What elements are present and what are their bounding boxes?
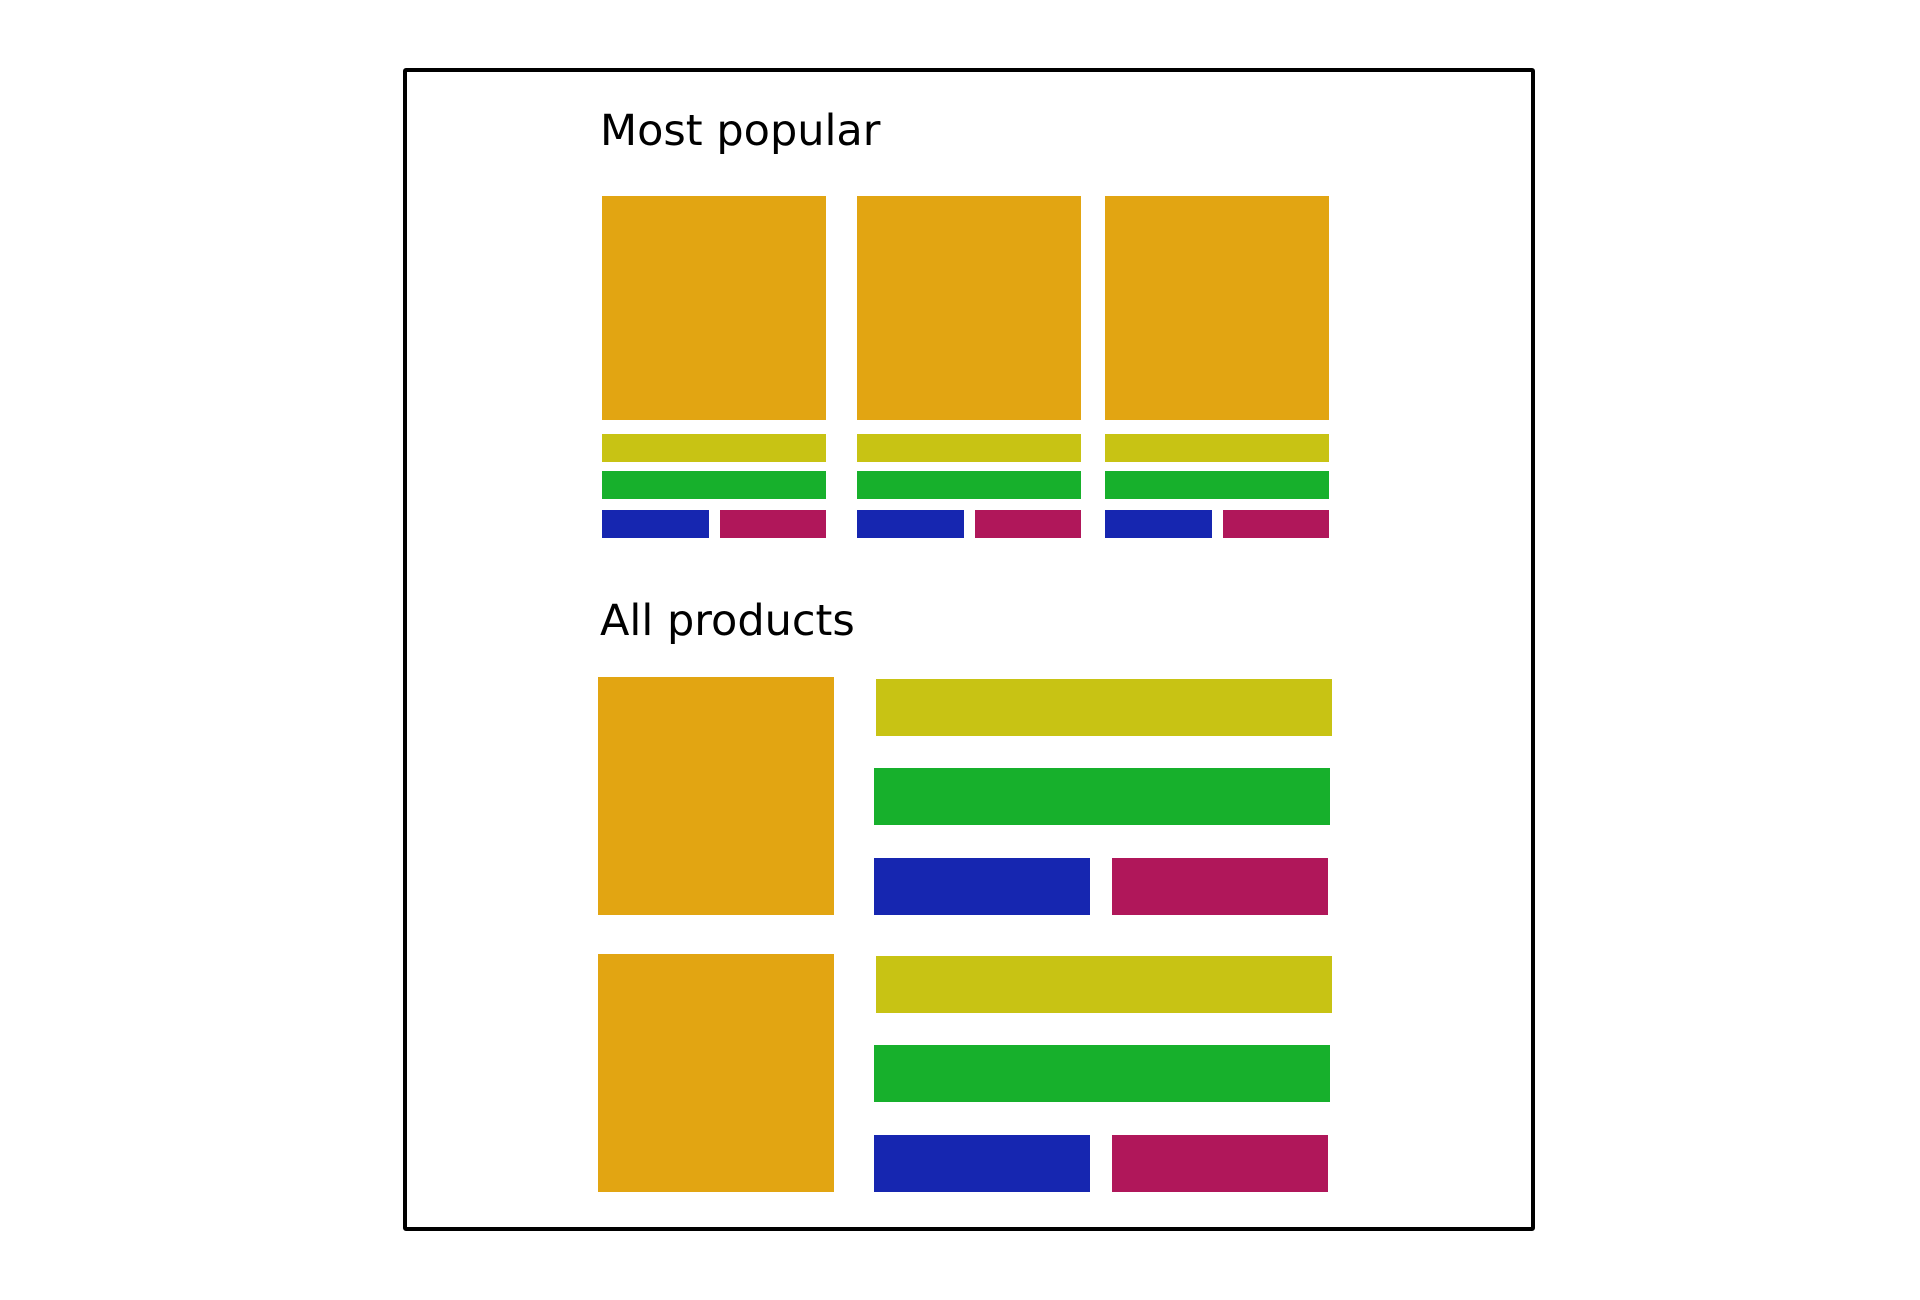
popular-card-3-image[interactable] <box>1105 196 1329 420</box>
popular-card-3-primary-button[interactable] <box>1105 510 1212 538</box>
popular-card-1-title[interactable] <box>602 434 826 462</box>
popular-card-3-title[interactable] <box>1105 434 1329 462</box>
product-row-2-secondary-button[interactable] <box>1112 1135 1328 1192</box>
popular-card-1-secondary-button[interactable] <box>720 510 826 538</box>
product-row-1-primary-button[interactable] <box>874 858 1090 915</box>
product-row-2-image[interactable] <box>598 954 834 1192</box>
product-row-1-secondary-button[interactable] <box>1112 858 1328 915</box>
popular-card-1-image[interactable] <box>602 196 826 420</box>
popular-card-3-price <box>1105 471 1329 499</box>
product-row-2-price <box>874 1045 1330 1102</box>
popular-card-2-image[interactable] <box>857 196 1081 420</box>
popular-card-2-title[interactable] <box>857 434 1081 462</box>
popular-card-2-secondary-button[interactable] <box>975 510 1081 538</box>
product-row-2-title[interactable] <box>876 956 1332 1013</box>
popular-card-1-price <box>602 471 826 499</box>
product-row-1-price <box>874 768 1330 825</box>
section-heading-popular: Most popular <box>600 106 881 156</box>
section-heading-all: All products <box>600 596 855 646</box>
product-row-1-image[interactable] <box>598 677 834 915</box>
popular-card-2-price <box>857 471 1081 499</box>
product-row-2-primary-button[interactable] <box>874 1135 1090 1192</box>
popular-card-3-secondary-button[interactable] <box>1223 510 1329 538</box>
popular-card-1-primary-button[interactable] <box>602 510 709 538</box>
popular-card-2-primary-button[interactable] <box>857 510 964 538</box>
product-row-1-title[interactable] <box>876 679 1332 736</box>
